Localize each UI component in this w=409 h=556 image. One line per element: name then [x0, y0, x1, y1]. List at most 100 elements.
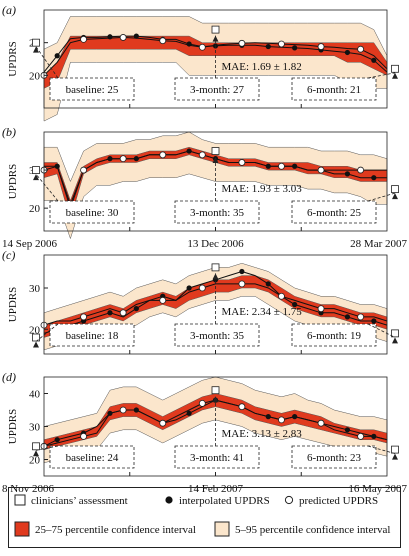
y-tick-label: 30 [29, 283, 41, 295]
legend-band75-swatch [14, 521, 30, 537]
interpolated-updrs-point [239, 268, 245, 275]
interpolated-updrs-point [292, 45, 298, 51]
predicted-updrs-point [198, 284, 206, 292]
predicted-updrs-point [357, 45, 365, 53]
annotation-label: baseline: 18 [66, 330, 119, 342]
annotation-label: 6-month: 25 [307, 207, 362, 219]
panel-label: (a) [2, 3, 16, 17]
legend-clinician-icon [14, 494, 26, 506]
interpolated-updrs-point [292, 301, 298, 308]
mae-label: MAE: 1.69 ± 1.82 [222, 61, 302, 73]
interpolated-updrs-point [344, 314, 351, 320]
panel-label: (d) [2, 370, 16, 384]
predicted-updrs-point [317, 305, 325, 313]
interpolated-updrs-point [186, 410, 192, 416]
x-tick-label: 14 Sep 2006 [2, 238, 58, 250]
predicted-updrs-point [198, 43, 206, 51]
chart-panel: 20 30 UPDRS (c) baseline: 18 3-month: 35 6-mon… [2, 248, 399, 355]
x-tick-label: 8 Nov 2006 [2, 483, 54, 495]
chart-panel: 2025UPDRS(a)baseline: 253-month: 276-mon… [2, 3, 399, 122]
predicted-updrs-point [317, 43, 325, 50]
clinician-assessment-marker [391, 329, 399, 338]
interpolated-updrs-point [107, 156, 113, 162]
legend-interpolated-label: interpolated UPDRS [179, 495, 270, 507]
legend-clinician-label: clinicians’ assessment [31, 495, 128, 507]
interpolated-updrs-point [133, 33, 139, 39]
interpolated-updrs-point [54, 437, 60, 443]
interpolated-updrs-point [371, 433, 377, 439]
annotation-arrow [35, 46, 59, 79]
legend: clinicians’ assessment interpolated UPDR… [8, 487, 401, 548]
y-axis-label: UPDRS [7, 409, 19, 444]
x-tick-label: 13 Dec 2006 [187, 238, 244, 250]
annotation-label: 6-month: 23 [307, 452, 362, 464]
interpolated-updrs-point [265, 414, 271, 420]
clinician-assessment-marker [211, 263, 220, 272]
arrow-head [212, 35, 219, 42]
predicted-updrs-point [119, 155, 127, 163]
legend-predicted-icon [284, 495, 294, 505]
predicted-updrs-point [198, 151, 206, 159]
predicted-updrs-point [80, 313, 87, 321]
y-tick-label: 20 [29, 324, 41, 336]
annotation-label: baseline: 30 [66, 207, 119, 219]
interpolated-updrs-point [265, 163, 271, 169]
arrow-head [212, 273, 219, 280]
predicted-updrs-point [278, 292, 285, 300]
mae-label: MAE: 1.93 ± 3.03 [222, 183, 303, 195]
annotation-arrow [35, 173, 59, 202]
annotation-label: 3-month: 41 [190, 452, 244, 464]
interpolated-updrs-point [344, 427, 351, 433]
arrow-head [392, 72, 398, 79]
interpolated-updrs-point [54, 53, 60, 59]
legend-band95-label: 5–95 percentile confidence interval [235, 524, 390, 536]
predicted-updrs-point [80, 432, 87, 440]
predicted-updrs-point [159, 296, 167, 304]
legend-predicted-label: predicted UPDRS [299, 495, 378, 507]
x-tick-label: 14 Feb 2007 [188, 483, 244, 495]
arrow-head [392, 193, 398, 200]
clinician-assessment-marker [391, 185, 399, 194]
predicted-updrs-point [317, 166, 325, 174]
y-axis-label: UPDRS [7, 164, 19, 199]
predicted-updrs-point [357, 313, 365, 321]
interpolated-updrs-point [371, 175, 377, 181]
y-tick-label: 20 [29, 455, 41, 467]
interpolated-updrs-point [133, 156, 139, 162]
chart-panel: 20 30 40 UPDRS (d) baseline: 24 3-month: 41 6-m… [2, 370, 407, 495]
predicted-updrs-point [159, 151, 167, 159]
clinician-assessment-marker [211, 386, 220, 395]
predicted-updrs-point [278, 416, 285, 424]
clinician-assessment-marker [32, 166, 40, 174]
y-axis-label: UPDRS [7, 287, 19, 322]
mae-label: MAE: 3.13 ± 2.83 [222, 428, 303, 440]
interpolated-updrs-point [265, 43, 271, 50]
interpolated-updrs-point [186, 41, 192, 47]
annotation-arrow [35, 445, 59, 451]
arrow-head [33, 46, 39, 53]
predicted-updrs-point [159, 37, 167, 45]
interpolated-updrs-point [107, 410, 113, 416]
clinician-assessment-marker [391, 445, 399, 454]
annotation-box [291, 445, 377, 469]
predicted-updrs-point [159, 419, 167, 427]
mae-label: MAE: 2.34 ± 1.75 [222, 306, 303, 318]
annotation-box [291, 77, 377, 101]
predicted-updrs-point [357, 432, 365, 440]
predicted-updrs-point [119, 34, 127, 41]
annotation-arrow [367, 323, 396, 338]
arrow-head [392, 337, 398, 344]
interpolated-updrs-point [292, 414, 298, 420]
y-tick-label: 20 [29, 203, 41, 215]
predicted-updrs-point [317, 419, 325, 427]
interpolated-updrs-point [344, 171, 351, 177]
interpolated-updrs-point [107, 310, 113, 316]
predicted-updrs-point [238, 159, 246, 166]
y-tick-label: 40 [29, 389, 41, 401]
legend-band95-swatch [214, 521, 230, 537]
arrow-head [33, 450, 39, 457]
interpolated-updrs-point [133, 306, 139, 312]
annotation-box [49, 77, 135, 101]
